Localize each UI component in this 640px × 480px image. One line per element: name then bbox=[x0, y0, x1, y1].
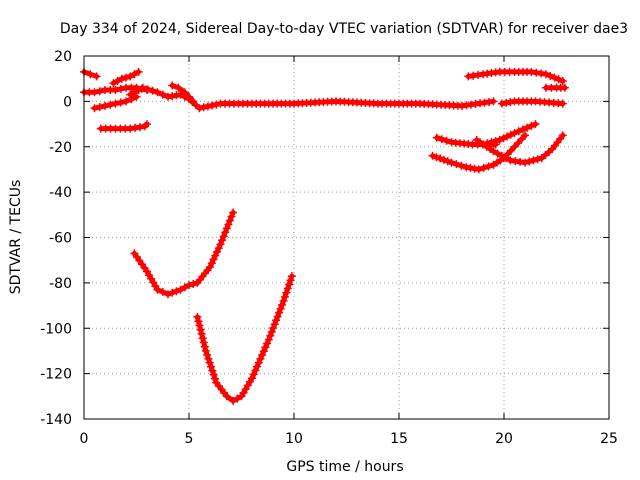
series-track-5 bbox=[96, 120, 151, 133]
y-tick-label: -60 bbox=[49, 231, 72, 247]
series-point-markers bbox=[109, 67, 143, 88]
grid-layer bbox=[84, 56, 609, 419]
series-layer bbox=[80, 67, 569, 405]
tick-layer: 0 5 10 15 20 25 -140 -120 -100 -80 -60 -40 -20 0 20 bbox=[40, 49, 618, 447]
x-axis-title: GPS time / hours bbox=[286, 459, 403, 475]
series-point-markers bbox=[542, 83, 569, 92]
series-point-markers bbox=[472, 131, 567, 167]
series-track-16 bbox=[472, 131, 567, 167]
y-tick-label: -20 bbox=[49, 140, 72, 156]
series-track-4 bbox=[109, 67, 143, 88]
series-track-line bbox=[194, 273, 295, 404]
series-point-markers bbox=[126, 83, 498, 113]
series-track-9 bbox=[193, 272, 296, 405]
series-point-markers bbox=[464, 67, 567, 85]
series-track-1 bbox=[80, 67, 101, 81]
series-track-line bbox=[131, 210, 236, 297]
series-track-3 bbox=[90, 92, 141, 113]
x-tick-label: 5 bbox=[185, 431, 194, 447]
y-tick-label: 20 bbox=[54, 49, 72, 65]
series-track-11 bbox=[497, 97, 567, 108]
series-track-14 bbox=[479, 120, 540, 149]
series-point-markers bbox=[428, 131, 529, 174]
series-track-7 bbox=[168, 81, 198, 106]
x-tick-label: 10 bbox=[285, 431, 303, 447]
y-tick-label: 0 bbox=[63, 94, 72, 110]
series-track-12 bbox=[542, 83, 569, 92]
series-point-markers bbox=[193, 272, 296, 405]
y-tick-label: -100 bbox=[40, 321, 72, 337]
series-track-15 bbox=[428, 131, 529, 174]
series-point-markers bbox=[90, 92, 141, 113]
x-tick-label: 20 bbox=[495, 431, 513, 447]
series-track-8 bbox=[130, 208, 238, 299]
x-tick-label: 0 bbox=[80, 431, 89, 447]
series-point-markers bbox=[96, 120, 151, 133]
y-tick-label: -120 bbox=[40, 367, 72, 383]
series-point-markers bbox=[497, 97, 567, 108]
plot-frame bbox=[83, 55, 610, 420]
x-tick-label: 15 bbox=[390, 431, 408, 447]
y-tick-label: -140 bbox=[40, 412, 72, 428]
series-track-10 bbox=[464, 67, 567, 85]
series-point-markers bbox=[130, 208, 238, 299]
x-tick-label: 25 bbox=[600, 431, 618, 447]
series-track-6 bbox=[126, 83, 498, 113]
y-tick-label: -80 bbox=[49, 276, 72, 292]
series-point-markers bbox=[168, 81, 198, 106]
chart-title: Day 334 of 2024, Sidereal Day-to-day VTE… bbox=[60, 21, 628, 37]
y-axis-title: SDTVAR / TECUs bbox=[8, 180, 24, 295]
y-tick-label: -40 bbox=[49, 185, 72, 201]
